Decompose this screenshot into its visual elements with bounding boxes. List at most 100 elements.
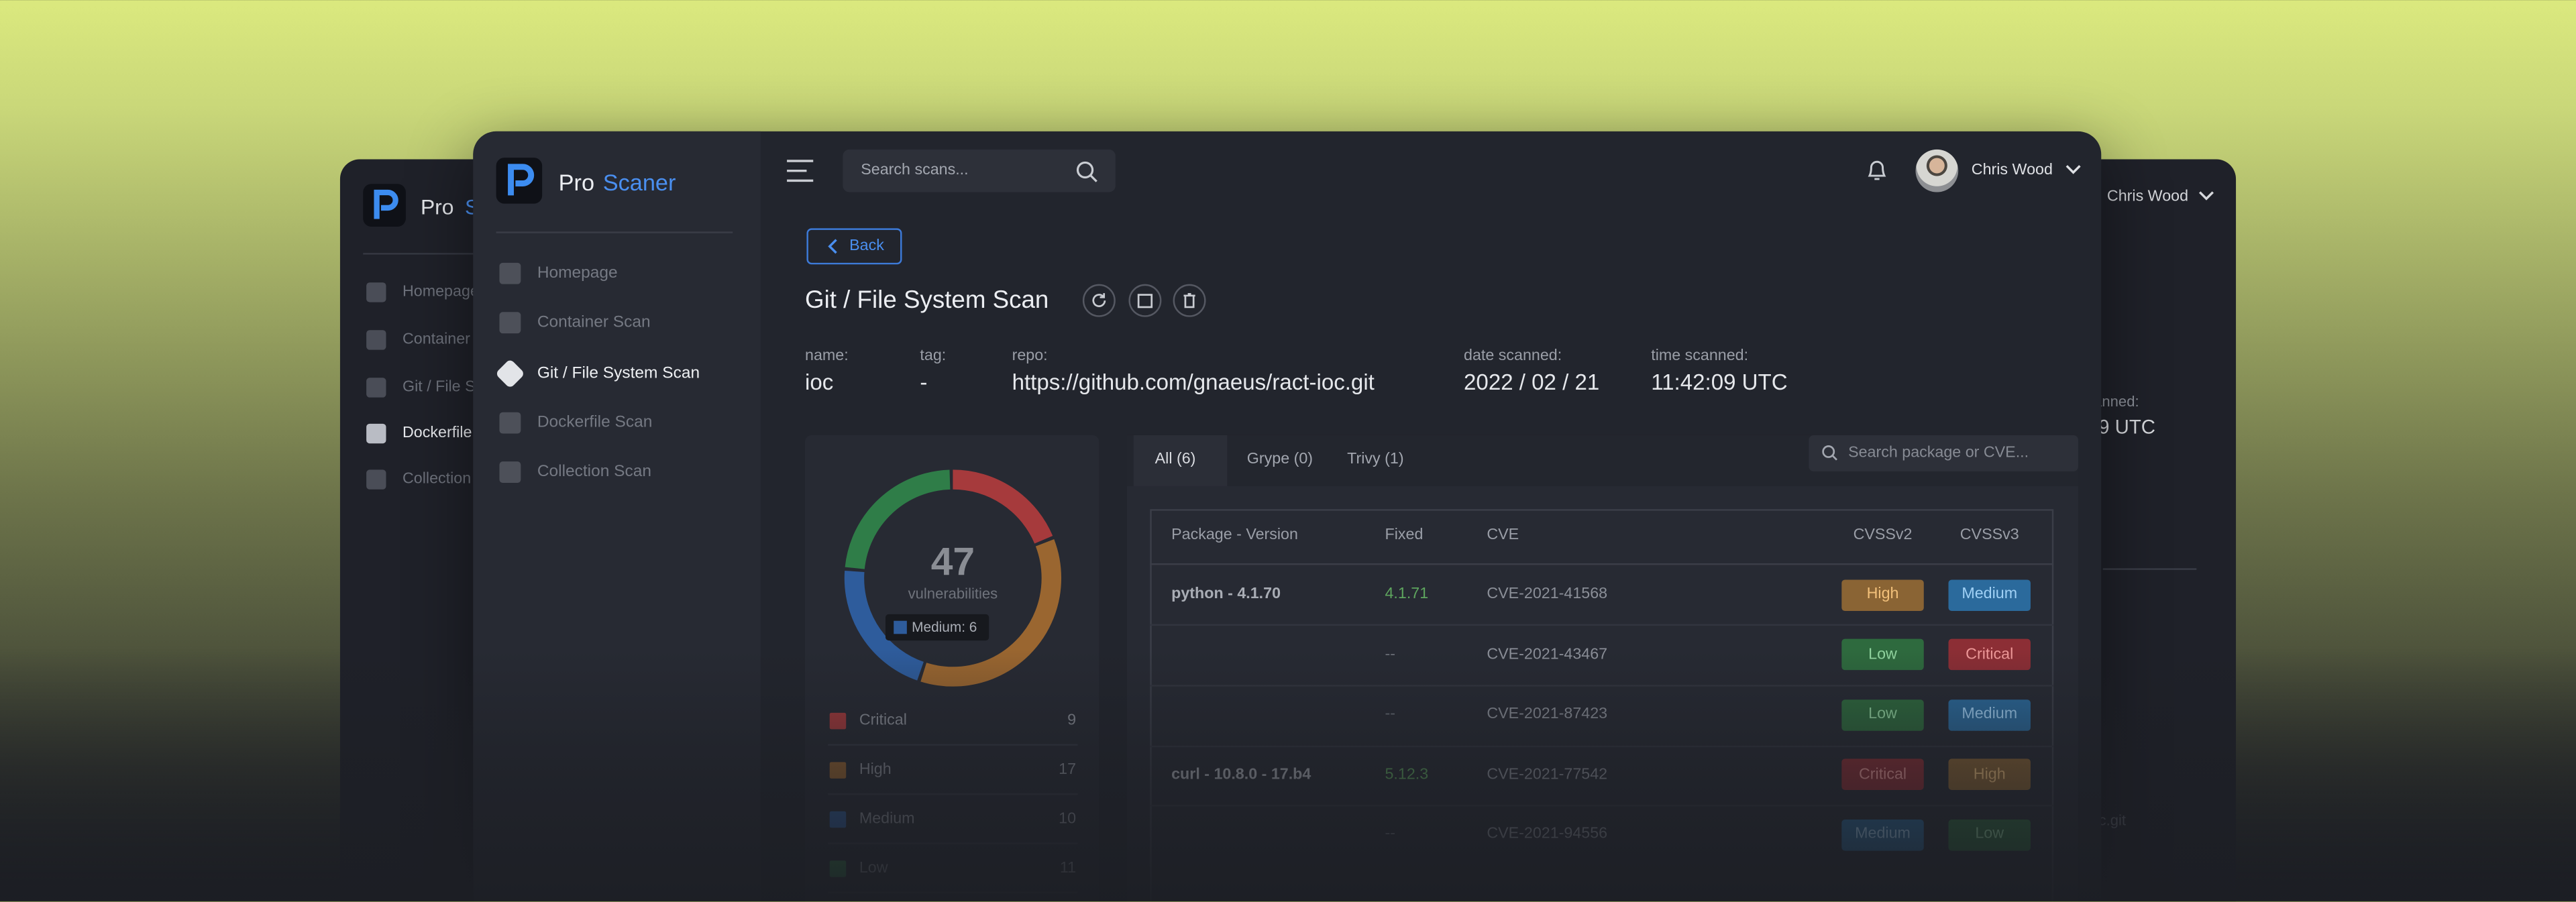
back-chevron xyxy=(828,239,837,254)
tab[interactable]: Trivy (1) xyxy=(1347,450,1404,469)
legend-divider xyxy=(828,842,1078,844)
fixed-version: 5.12.3 xyxy=(1385,765,1429,784)
cve-id: CVE-2021-87423 xyxy=(1487,705,1608,724)
search-lens xyxy=(1822,445,1835,458)
action-button[interactable] xyxy=(1082,284,1116,317)
nav-icon xyxy=(499,312,521,334)
nav-item[interactable]: Container Scan xyxy=(537,313,651,332)
field-value: - xyxy=(920,370,928,395)
legend-label: Critical xyxy=(859,712,907,730)
logo-mark xyxy=(508,164,535,196)
nav-icon xyxy=(366,469,386,490)
severity-label: Critical xyxy=(1966,645,2014,664)
legend-divider xyxy=(828,744,1078,746)
chevron xyxy=(828,239,837,254)
row-divider xyxy=(1150,624,2054,626)
field-value: https://github.com/gnaeus/ract-ioc.git xyxy=(1012,370,1375,395)
back-button[interactable] xyxy=(806,228,902,265)
tab[interactable]: Grype (0) xyxy=(1246,450,1313,469)
notification-bell xyxy=(1868,160,1886,180)
delete-icon xyxy=(1183,293,1195,308)
user-chevron xyxy=(2065,165,2081,174)
column-header: Package - Version xyxy=(1171,526,1298,545)
severity-label: Low xyxy=(1868,705,1897,724)
avatar[interactable] xyxy=(1915,149,1959,192)
refresh-icon xyxy=(1092,293,1106,307)
row-divider xyxy=(1150,684,2054,687)
brand-name: Pro xyxy=(420,194,454,219)
header-divider xyxy=(1150,563,2054,565)
brand-name: Pro xyxy=(558,169,595,196)
legend-label: Low xyxy=(859,859,888,878)
sidebar xyxy=(473,131,761,902)
total-label: vulnerabilities xyxy=(908,585,998,602)
tab[interactable]: All (6) xyxy=(1155,450,1196,469)
fixed-version: -- xyxy=(1385,825,1395,844)
nav-icon xyxy=(366,378,386,398)
row-divider xyxy=(1150,805,2054,807)
column-header: CVSSv2 xyxy=(1853,526,1913,545)
severity-badge b-high xyxy=(1841,579,1924,610)
field-label: time scanned: xyxy=(1651,347,1749,365)
tooltip-text: Medium: 6 xyxy=(912,618,977,636)
field-value: 2022 / 02 / 21 xyxy=(1464,370,1600,395)
nav-item[interactable]: Collection Scan xyxy=(537,463,651,482)
legend-value: 11 xyxy=(1059,859,1077,878)
search-placeholder: Search package or CVE... xyxy=(1848,443,2029,462)
search-box[interactable] xyxy=(843,149,1116,192)
severity-label: Medium xyxy=(1962,705,2018,724)
user-chevron xyxy=(2198,191,2214,201)
nav-icon xyxy=(366,330,386,350)
table-line xyxy=(2102,568,2197,570)
total-count: 47 xyxy=(930,540,975,585)
package-search[interactable] xyxy=(1809,435,2078,471)
back-label[interactable]: Back xyxy=(849,237,884,256)
nav-icon xyxy=(499,461,521,484)
severity-badge b-medium xyxy=(1948,579,2031,610)
nav-icon xyxy=(366,282,386,302)
cve-id: CVE-2021-77542 xyxy=(1487,765,1608,784)
severity-label: Low xyxy=(1975,825,2004,844)
action-button[interactable] xyxy=(1128,284,1162,317)
search-handle xyxy=(1089,174,1097,182)
nav-item[interactable]: Homepage xyxy=(402,282,479,301)
active-tab[interactable] xyxy=(1133,435,1228,486)
legend-swatch xyxy=(829,712,847,730)
legend-swatch xyxy=(829,811,847,828)
search-icon xyxy=(1822,445,1837,461)
legend-value: 17 xyxy=(1059,760,1077,779)
action-button[interactable] xyxy=(1173,284,1206,317)
page-title: Git / File System Scan xyxy=(805,286,1049,315)
nav-item[interactable]: Git / File System Scan xyxy=(537,364,700,383)
logo-p xyxy=(508,164,535,196)
field-value: ioc xyxy=(805,370,834,395)
severity-label: High xyxy=(1973,765,2006,784)
legend-label: Medium xyxy=(859,809,915,828)
cve-id: CVE-2021-43467 xyxy=(1487,645,1608,664)
fixed-version: -- xyxy=(1385,705,1395,724)
field-label: name: xyxy=(805,347,849,365)
user-name[interactable]: Chris Wood xyxy=(1971,161,2053,180)
nav-item[interactable]: Dockerfile Scan xyxy=(537,414,653,433)
nav-item[interactable]: Homepage xyxy=(537,264,618,283)
nav-icon xyxy=(499,412,521,434)
chevron xyxy=(2198,191,2214,201)
logo-mark xyxy=(374,189,398,219)
legend-swatch xyxy=(829,762,847,779)
calendar-icon xyxy=(1137,294,1153,308)
fixed-version: -- xyxy=(1385,645,1395,664)
row-divider xyxy=(1150,744,2054,747)
severity-label: Medium xyxy=(1855,825,1911,844)
tooltip-swatch xyxy=(894,620,907,634)
package: curl - 10.8.0 - 17.b4 xyxy=(1171,765,1311,784)
field-value: 11:42:09 UTC xyxy=(1651,370,1788,395)
donut-segment xyxy=(844,469,1062,687)
field-label: tag: xyxy=(920,347,947,365)
menu-button xyxy=(787,160,814,182)
user-name[interactable]: Chris Wood xyxy=(2106,187,2189,206)
cve-id: CVE-2021-94556 xyxy=(1487,825,1608,844)
field-label: date scanned: xyxy=(1464,347,1562,365)
legend-swatch xyxy=(829,860,847,877)
